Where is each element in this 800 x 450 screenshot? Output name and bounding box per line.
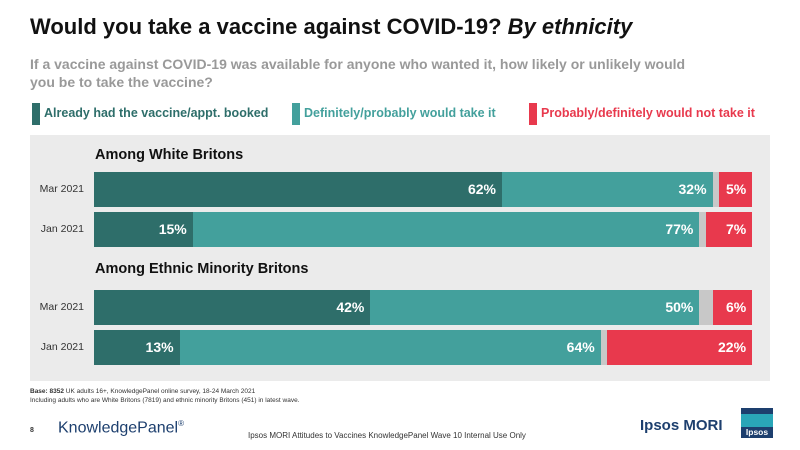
data-label: 64% (566, 339, 595, 355)
segment-would-not-take (712, 290, 752, 325)
data-label: 15% (158, 221, 187, 237)
ipsos-mori-text: Ipsos MORI (640, 417, 723, 434)
segment-already-vaccinated (94, 212, 193, 247)
data-label: 62% (467, 181, 496, 197)
segment-would-take (501, 172, 713, 207)
legend-label: Probably/definitely would not take it (541, 106, 755, 120)
data-label: 77% (665, 221, 694, 237)
legend-label: Definitely/probably would take it (304, 106, 496, 120)
segment-undecided (699, 212, 706, 247)
footnote: Base: 8352 UK adults 16+, KnowledgePanel… (30, 387, 300, 405)
segment-would-not-take (719, 172, 752, 207)
row-label: Jan 2021 (40, 223, 84, 235)
data-label: 22% (718, 339, 747, 355)
data-label: 5% (726, 181, 747, 197)
segment-already-vaccinated (94, 172, 502, 207)
ipsos-logo-icon: Ipsos (741, 408, 773, 438)
segment-would-take (192, 212, 700, 247)
data-label: 7% (726, 221, 747, 237)
svg-text:Ipsos: Ipsos (746, 427, 768, 437)
footer-center-text: Ipsos MORI Attitudes to Vaccines Knowled… (248, 431, 526, 440)
data-label: 50% (665, 299, 694, 315)
footnote-base: Base: 8352 (30, 388, 64, 395)
page-number: 8 (30, 427, 34, 434)
chart-title: Would you take a vaccine against COVID-1… (30, 14, 632, 40)
segment-would-not-take (607, 330, 752, 365)
segment-would-take (370, 290, 700, 325)
legend-swatch (292, 103, 300, 125)
data-label: 32% (678, 181, 707, 197)
knowledgepanel-text: KnowledgePanel (58, 419, 179, 437)
segment-already-vaccinated (94, 290, 371, 325)
segment-undecided (699, 290, 713, 325)
footnote-line1: UK adults 16+, KnowledgePanel online sur… (63, 388, 256, 395)
knowledgepanel-logo: KnowledgePanel® (58, 419, 184, 437)
title-emphasis: By ethnicity (507, 14, 633, 39)
segment-undecided (712, 172, 720, 207)
chart-subtitle: If a vaccine against COVID-19 was availa… (30, 56, 686, 90)
data-label: 13% (145, 339, 174, 355)
group-title-white-britons: Among White Britons (95, 147, 244, 163)
registered-mark: ® (178, 419, 184, 428)
segment-would-not-take (705, 212, 752, 247)
data-label: 42% (336, 299, 365, 315)
footnote-line2: Including adults who are White Britons (… (30, 397, 300, 404)
segment-would-take (179, 330, 601, 365)
row-label: Jan 2021 (40, 341, 84, 353)
legend-swatch (32, 103, 40, 125)
segment-undecided (600, 330, 608, 365)
row-label: Mar 2021 (39, 183, 84, 195)
data-label: 6% (726, 299, 747, 315)
group-title-ethnic-minority-britons: Among Ethnic Minority Britons (95, 261, 309, 277)
title-main: Would you take a vaccine against COVID-1… (30, 14, 502, 39)
legend-label: Already had the vaccine/appt. booked (44, 106, 269, 120)
legend-swatch (529, 103, 537, 125)
row-label: Mar 2021 (39, 301, 84, 313)
segment-already-vaccinated (94, 330, 180, 365)
